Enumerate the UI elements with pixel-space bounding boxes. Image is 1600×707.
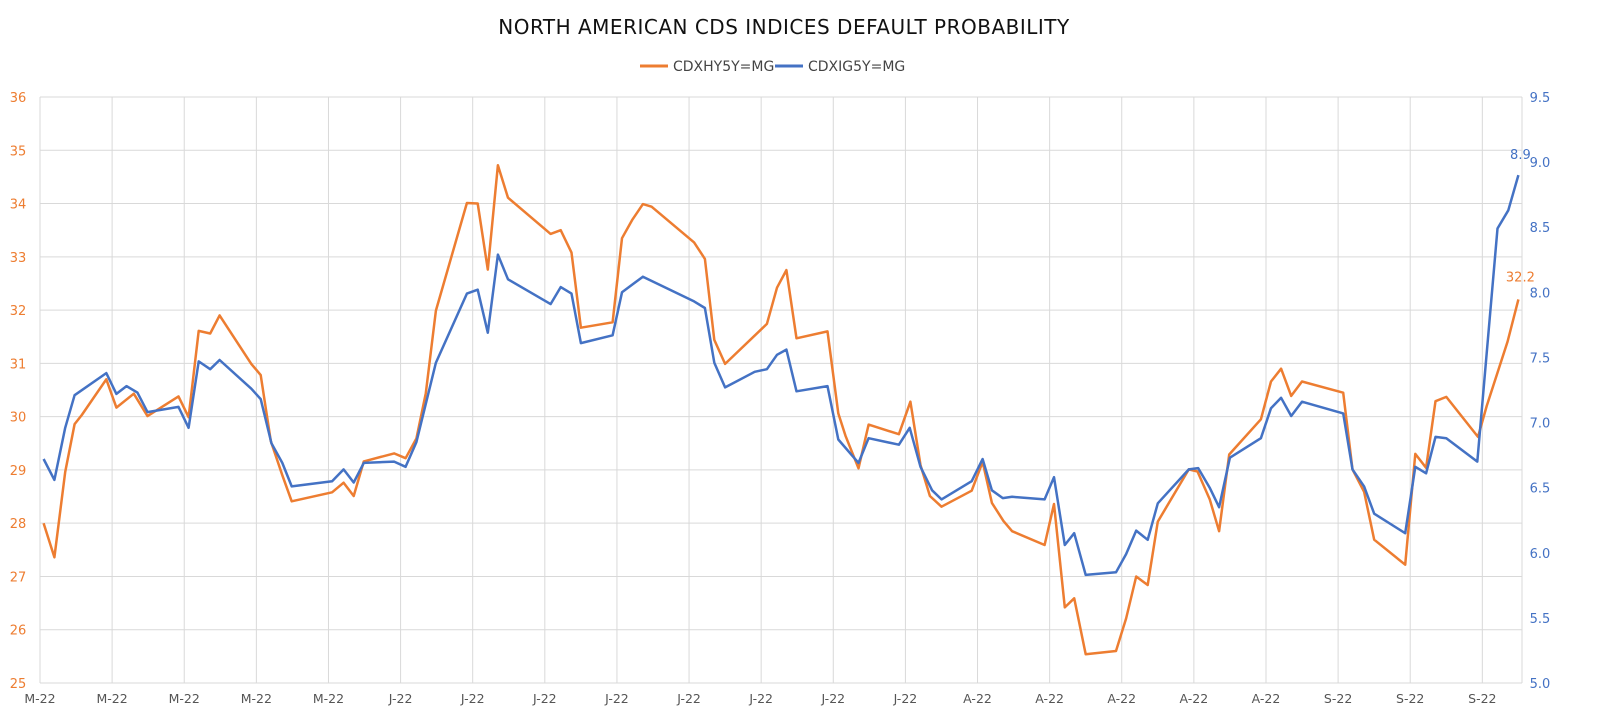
y-left-tick-label: 35 bbox=[10, 144, 27, 159]
y-right-tick-label: 9.5 bbox=[1530, 91, 1551, 106]
end-value-label: 32.2 bbox=[1506, 270, 1535, 285]
series-line-cdxig5y bbox=[42, 174, 1520, 577]
y-left-tick-label: 25 bbox=[10, 677, 27, 692]
x-tick-label: S-22 bbox=[1468, 691, 1496, 706]
y-left-tick-label: 36 bbox=[10, 91, 27, 106]
x-tick-label: A-22 bbox=[963, 691, 992, 706]
y-right-tick-label: 8.5 bbox=[1530, 221, 1551, 236]
x-tick-label: J-22 bbox=[460, 691, 485, 706]
gridlines bbox=[39, 96, 1523, 684]
axes: 25 26 27 28 29 30 31 32 33 34 35 36 5.0 5.5 6.0 6.5 7.0 7… bbox=[10, 91, 1551, 706]
legend: CDXHY5Y=MG CDXIG5Y=MG bbox=[640, 59, 905, 75]
chart-title: NORTH AMERICAN CDS INDICES DEFAULT PROBA… bbox=[498, 15, 1070, 39]
x-tick-label: J-22 bbox=[820, 691, 845, 706]
series-lines bbox=[42, 163, 1520, 656]
x-tick-label: J-22 bbox=[748, 691, 773, 706]
x-tick-label: M-22 bbox=[241, 691, 272, 706]
x-tick-label: S-22 bbox=[1396, 691, 1424, 706]
y-left-tick-label: 27 bbox=[10, 570, 27, 585]
x-tick-label: M-22 bbox=[169, 691, 200, 706]
x-tick-label: M-22 bbox=[313, 691, 344, 706]
y-right-tick-label: 8.0 bbox=[1530, 286, 1551, 301]
y-right-tick-label: 6.5 bbox=[1530, 482, 1551, 497]
x-tick-label: M-22 bbox=[24, 691, 55, 706]
y-left-tick-label: 29 bbox=[10, 464, 27, 479]
x-tick-label: J-22 bbox=[604, 691, 629, 706]
x-tick-label: A-22 bbox=[1180, 691, 1209, 706]
y-left-tick-label: 28 bbox=[10, 517, 27, 532]
x-tick-label: J-22 bbox=[388, 691, 413, 706]
x-tick-label: M-22 bbox=[97, 691, 128, 706]
x-tick-label: S-22 bbox=[1324, 691, 1352, 706]
y-right-tick-label: 7.0 bbox=[1530, 417, 1551, 432]
x-tick-label: A-22 bbox=[1252, 691, 1281, 706]
end-value-label: 8.9 bbox=[1510, 148, 1531, 163]
y-right-tick-label: 9.0 bbox=[1530, 156, 1551, 171]
x-tick-label: J-22 bbox=[532, 691, 557, 706]
y-left-tick-label: 32 bbox=[10, 304, 27, 319]
x-tick-label: J-22 bbox=[676, 691, 701, 706]
x-tick-label: A-22 bbox=[1035, 691, 1064, 706]
y-left-tick-label: 33 bbox=[10, 251, 27, 266]
data-labels: 32.2 8.9 bbox=[1506, 148, 1535, 285]
y-left-tick-label: 30 bbox=[10, 411, 27, 426]
legend-label-ig: CDXIG5Y=MG bbox=[808, 59, 905, 75]
y-left-tick-label: 34 bbox=[10, 198, 27, 213]
y-left-tick-label: 31 bbox=[10, 357, 27, 372]
y-right-tick-label: 5.5 bbox=[1530, 612, 1551, 627]
x-tick-label: A-22 bbox=[1107, 691, 1136, 706]
y-right-tick-label: 5.0 bbox=[1530, 677, 1551, 692]
legend-label-hy: CDXHY5Y=MG bbox=[673, 59, 774, 75]
x-tick-label: J-22 bbox=[893, 691, 918, 706]
y-right-tick-label: 7.5 bbox=[1530, 351, 1551, 366]
y-left-tick-label: 26 bbox=[10, 624, 27, 639]
y-right-tick-label: 6.0 bbox=[1530, 547, 1551, 562]
